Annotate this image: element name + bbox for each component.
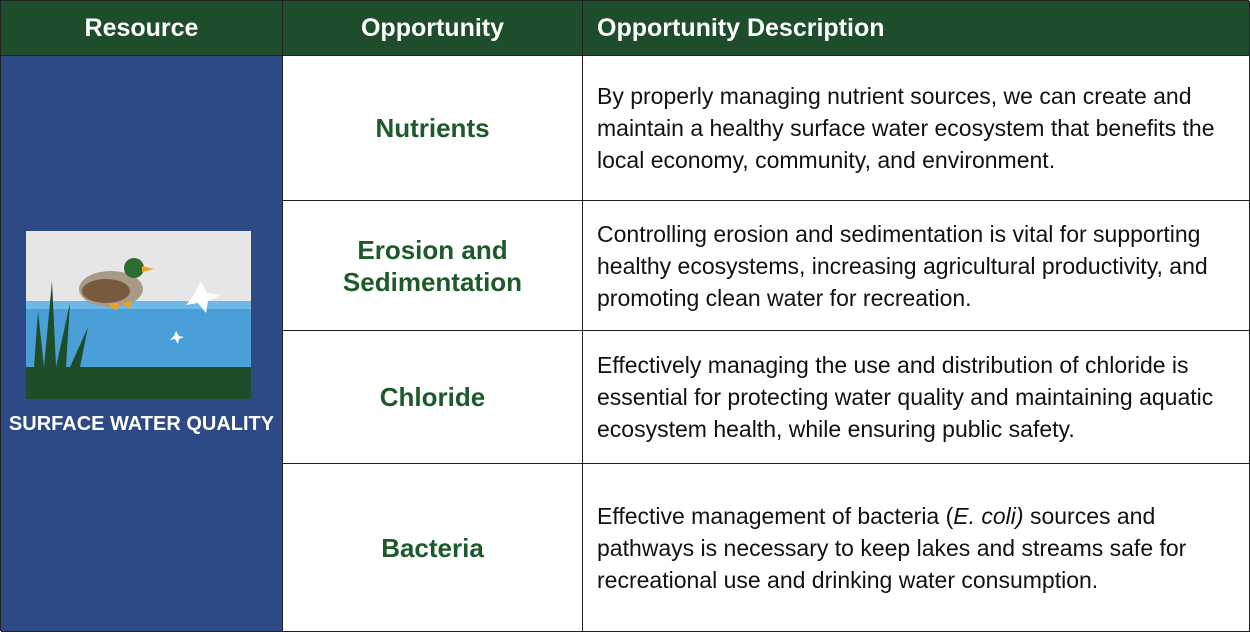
opportunity-cell: Chloride xyxy=(283,331,583,464)
page: Resource Opportunity Opportunity Descrip… xyxy=(0,0,1250,631)
opportunity-cell: Bacteria xyxy=(283,464,583,632)
description-cell: Effective management of bacteria (E. col… xyxy=(583,464,1250,632)
description-segment: Effective management of bacteria ( xyxy=(597,503,953,529)
description-text: Controlling erosion and sedimentation is… xyxy=(597,218,1239,314)
resource-label: SURFACE WATER QUALITY xyxy=(1,411,282,437)
description-cell: Controlling erosion and sedimentation is… xyxy=(583,201,1250,331)
table: Resource Opportunity Opportunity Descrip… xyxy=(0,0,1249,631)
header-cell: Resource xyxy=(1,1,283,56)
description-text: By properly managing nutrient sources, w… xyxy=(597,80,1239,176)
description-text: Effectively managing the use and distrib… xyxy=(597,349,1239,445)
description-segment: Effectively managing the use and distrib… xyxy=(597,352,1213,442)
header-cell: Opportunity Description xyxy=(583,1,1250,56)
opportunity-cell: Nutrients xyxy=(283,56,583,201)
opportunity-cell: Erosion and Sedimentation xyxy=(283,201,583,331)
description-cell: Effectively managing the use and distrib… xyxy=(583,331,1250,464)
water-illustration xyxy=(26,231,251,399)
resource-cell: SURFACE WATER QUALITY xyxy=(1,56,283,632)
description-text: Effective management of bacteria (E. col… xyxy=(597,500,1239,596)
header-cell: Opportunity xyxy=(283,1,583,56)
description-segment: By properly managing nutrient sources, w… xyxy=(597,83,1215,173)
description-cell: By properly managing nutrient sources, w… xyxy=(583,56,1250,201)
description-segment: E. coli) xyxy=(953,503,1023,529)
description-segment: Controlling erosion and sedimentation is… xyxy=(597,221,1208,311)
